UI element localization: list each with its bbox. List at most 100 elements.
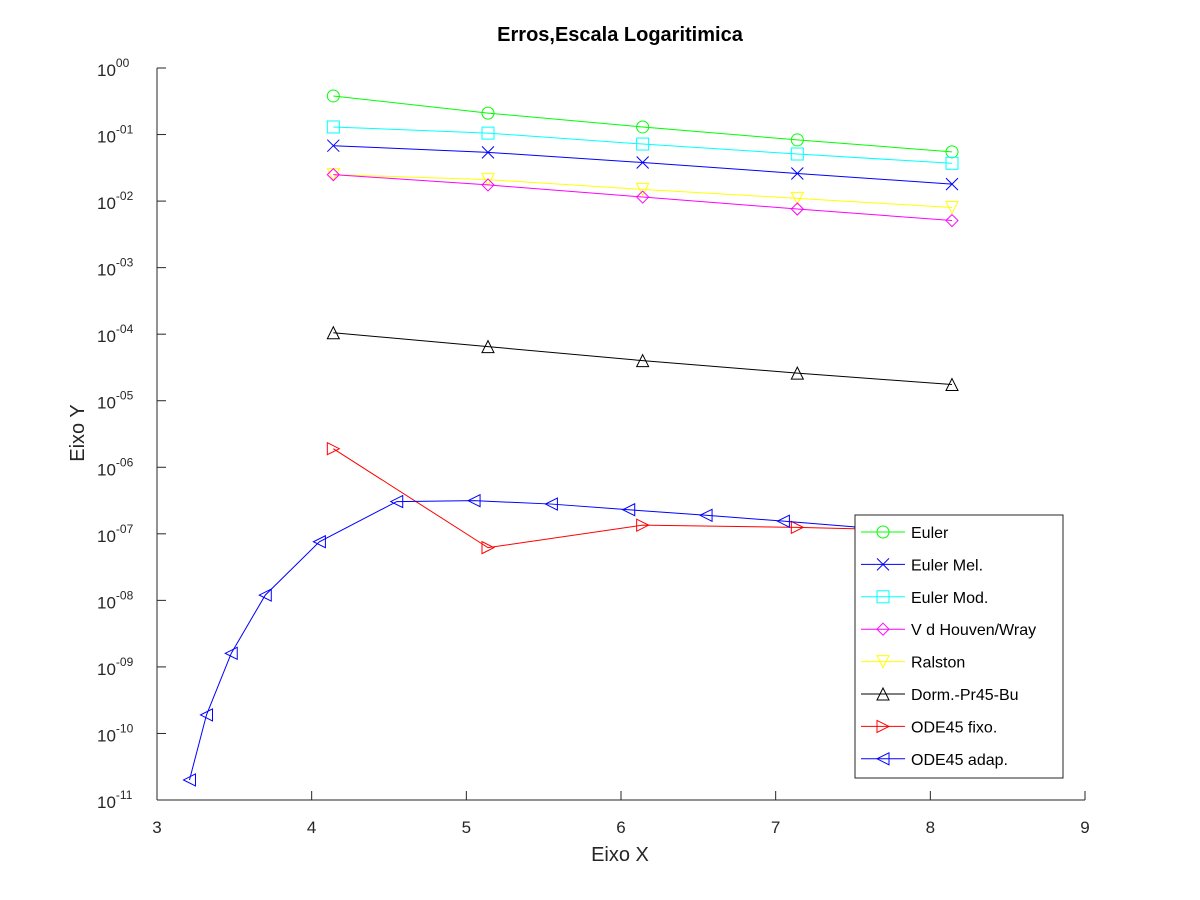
chart-title: Erros,Escala Logaritimica	[497, 24, 744, 46]
data-point	[790, 133, 804, 147]
y-tick-mantissa: 10	[97, 327, 116, 346]
data-point	[698, 508, 713, 523]
y-tick-label: 10-03	[97, 256, 134, 280]
data-point	[224, 646, 238, 661]
y-tick-label: 10-07	[97, 522, 134, 546]
legend-marker	[876, 686, 890, 701]
y-tick-mantissa: 10	[97, 261, 116, 280]
legend-label: Euler Mel.	[911, 557, 983, 574]
y-tick-label: 10-10	[97, 721, 134, 745]
legend-marker	[875, 751, 890, 766]
series-line	[333, 145, 953, 185]
series-line	[333, 174, 953, 222]
y-tick-exponent: -08	[116, 588, 134, 602]
data-point	[945, 177, 959, 191]
data-point	[636, 120, 650, 134]
y-tick-exponent: -01	[116, 123, 134, 137]
data-point	[544, 497, 558, 511]
data-point	[790, 520, 805, 535]
legend-label: Ralston	[911, 655, 965, 672]
legend-item: Dorm.-Pr45-Bu	[861, 686, 1019, 704]
legend-marker	[876, 719, 891, 734]
data-point	[776, 514, 790, 528]
data-point	[790, 202, 805, 216]
data-point	[199, 708, 213, 722]
y-tick-mantissa: 10	[97, 527, 116, 546]
data-point	[945, 201, 959, 215]
series-line	[188, 500, 861, 781]
y-tick-exponent: -04	[116, 322, 134, 336]
data-point	[481, 178, 495, 192]
y-tick-mantissa: 10	[97, 593, 116, 612]
legend-item: Euler Mel.	[861, 557, 983, 574]
y-tick-exponent: -07	[116, 522, 134, 536]
x-tick-label: 4	[307, 818, 316, 837]
y-tick-mantissa: 10	[97, 128, 116, 147]
y-tick-mantissa: 10	[97, 660, 116, 679]
legend: Euler Euler Mel. Euler Mod. V d Houven/Wray…	[854, 514, 1064, 779]
y-tick-label: 10-09	[97, 655, 134, 679]
data-point	[326, 167, 341, 182]
series-0	[326, 89, 959, 159]
data-point	[312, 534, 326, 549]
legend-marker	[876, 590, 890, 604]
data-point	[636, 156, 650, 169]
data-point	[636, 137, 650, 151]
series-5	[326, 325, 959, 392]
y-tick-mantissa: 10	[97, 194, 116, 213]
data-point	[389, 494, 404, 509]
y-tick-label: 10-05	[97, 389, 134, 413]
legend-marker	[876, 525, 890, 539]
legend-marker	[876, 622, 890, 636]
legend-box	[854, 514, 1064, 779]
series-line	[333, 95, 953, 153]
y-tick-mantissa: 10	[97, 793, 116, 812]
data-point	[326, 139, 340, 153]
series-line	[333, 448, 952, 549]
data-point	[790, 191, 805, 206]
series-line	[333, 126, 953, 164]
y-tick-exponent: -11	[116, 788, 133, 802]
data-point	[790, 167, 804, 180]
y-tick-exponent: -10	[116, 721, 134, 735]
series-line	[333, 332, 953, 386]
legend-label: Dorm.-Pr45-Bu	[911, 687, 1019, 704]
x-tick-label: 7	[771, 818, 780, 837]
series-7	[182, 493, 868, 787]
data-point	[326, 325, 341, 340]
data-point	[481, 126, 495, 140]
data-point	[182, 773, 196, 787]
y-tick-mantissa: 10	[97, 394, 116, 413]
legend-item: V d Houven/Wray	[861, 622, 1036, 639]
data-point	[636, 518, 650, 532]
legend-label: V d Houven/Wray	[911, 622, 1036, 639]
legend-marker	[876, 558, 890, 571]
y-tick-label: 10-11	[97, 788, 133, 812]
y-tick-label: 10-02	[97, 189, 134, 213]
y-tick-label: 10-06	[97, 455, 134, 479]
series-1	[326, 139, 959, 191]
data-point	[635, 353, 650, 368]
series-layer	[182, 89, 960, 787]
x-tick-label: 5	[462, 818, 471, 837]
y-tick-mantissa: 10	[97, 460, 116, 479]
x-tick-label: 3	[152, 818, 161, 837]
series-3	[326, 167, 959, 228]
data-point	[945, 213, 959, 228]
data-point	[481, 106, 495, 120]
series-6	[326, 441, 960, 555]
data-point	[635, 182, 650, 197]
y-tick-mantissa: 10	[97, 61, 116, 80]
x-tick-label: 8	[926, 818, 935, 837]
y-tick-label: 10-08	[97, 588, 134, 612]
data-point	[945, 377, 959, 392]
data-point	[945, 156, 959, 170]
y-tick-exponent: -06	[116, 455, 134, 469]
legend-item: Ralston	[861, 655, 965, 672]
legend-item: ODE45 adap.	[861, 752, 1008, 769]
data-point	[481, 173, 495, 187]
data-point	[635, 190, 650, 204]
data-point	[466, 493, 481, 508]
y-tick-label: 1000	[97, 56, 130, 80]
